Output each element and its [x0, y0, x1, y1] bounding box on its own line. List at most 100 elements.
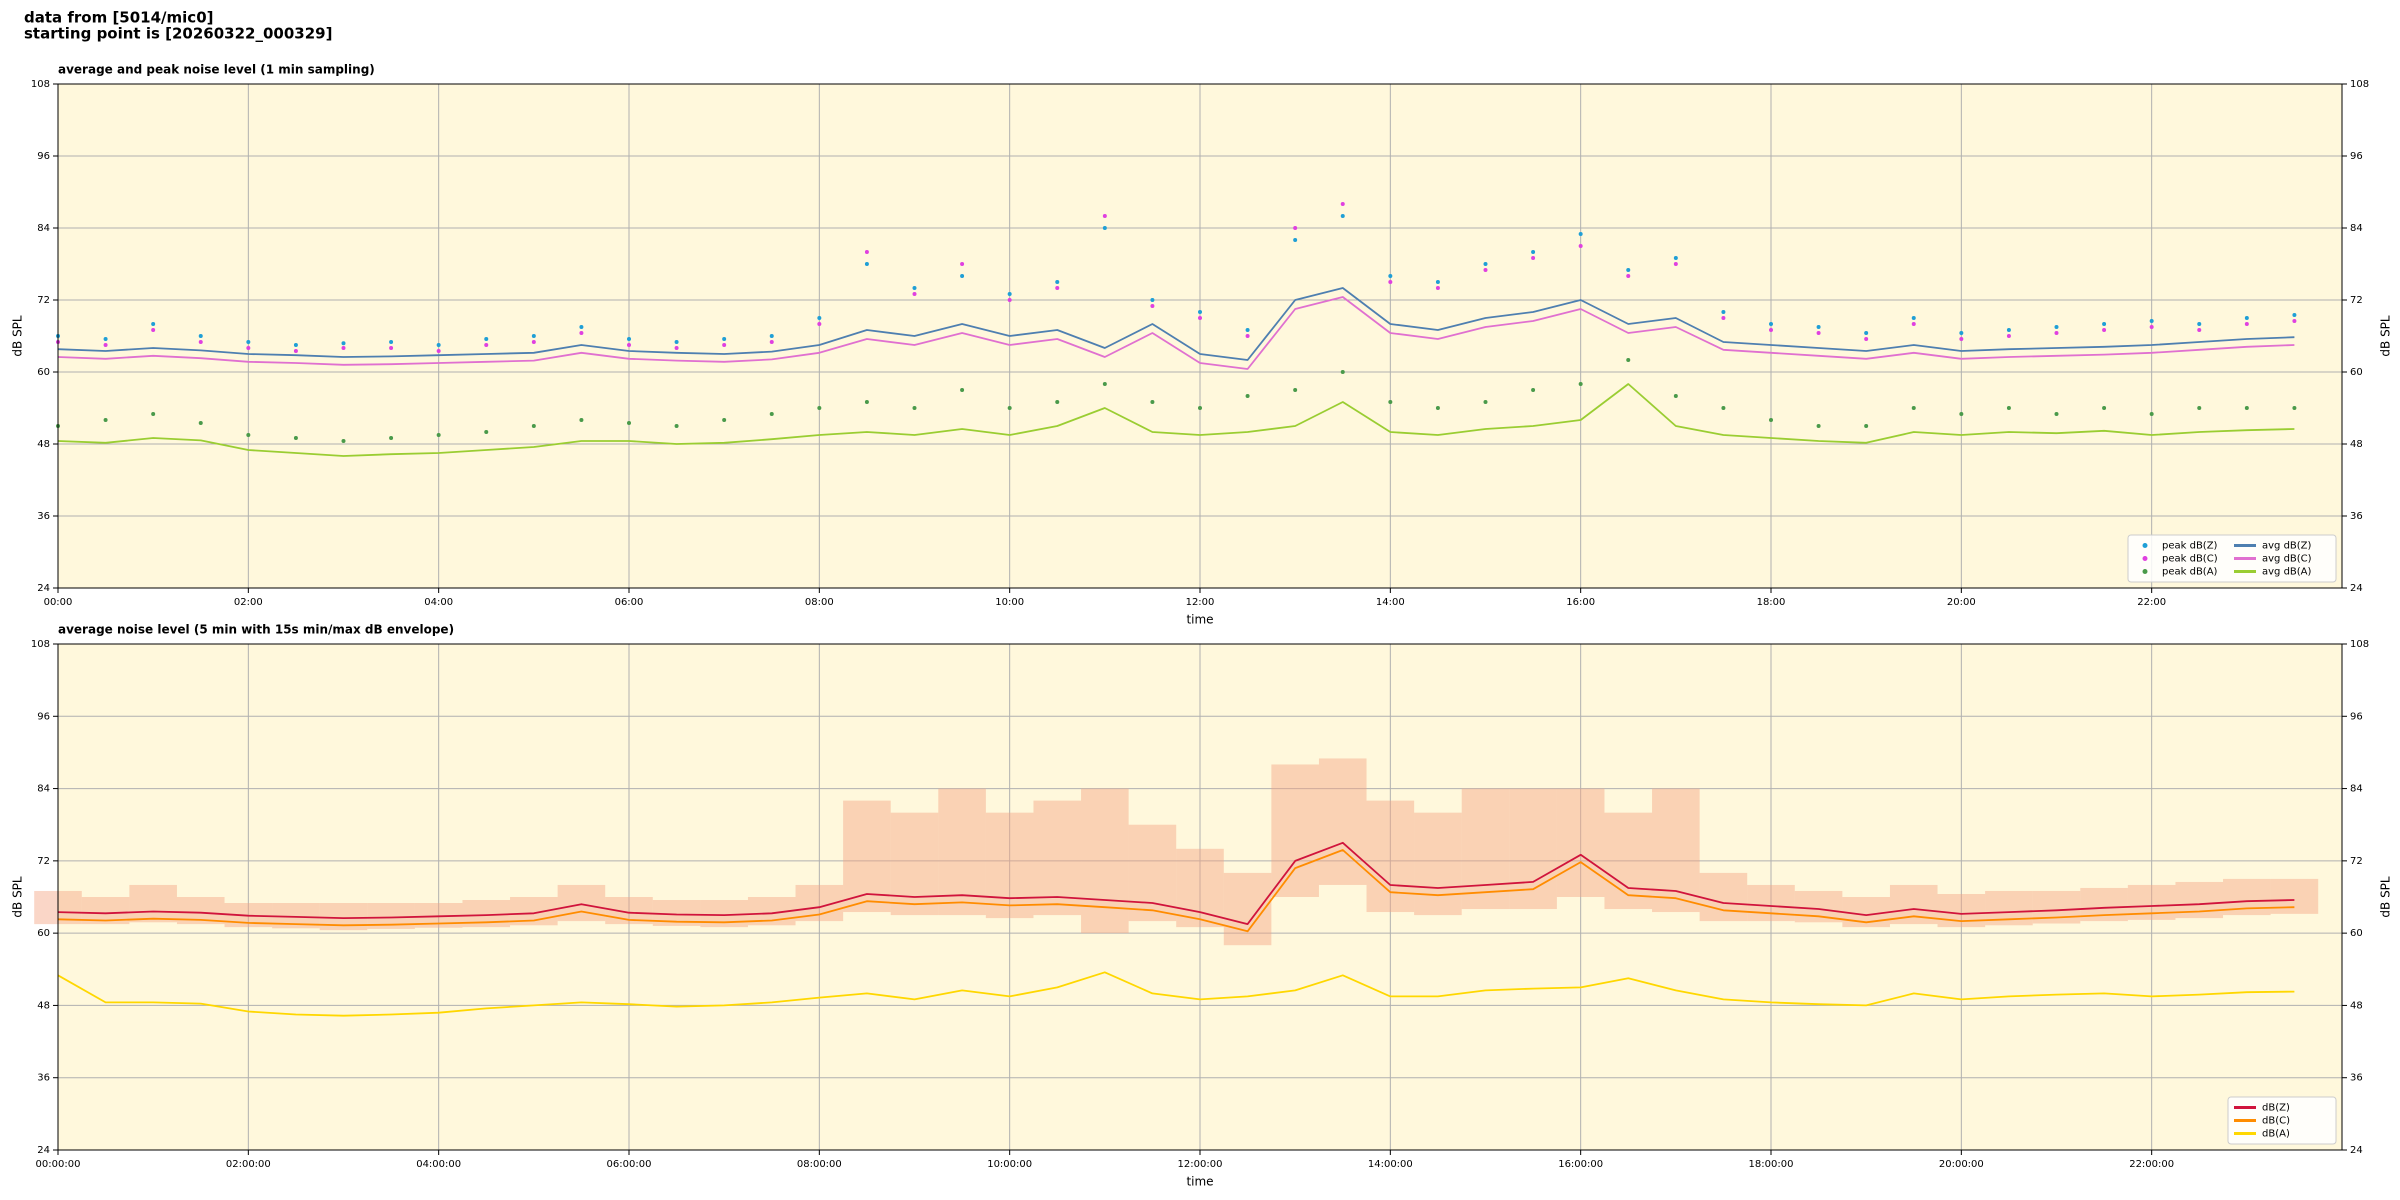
x-tick-label: 14:00 — [1376, 597, 1405, 608]
peak-dot — [864, 400, 869, 404]
peak-dot — [1245, 394, 1250, 398]
peak-dot — [198, 421, 203, 425]
peak-dot — [912, 406, 917, 410]
peak-dot — [1816, 424, 1821, 428]
envelope-band — [1747, 884, 1795, 922]
x-axis-label: time — [1186, 613, 1213, 627]
peak-dot — [1769, 328, 1773, 332]
y-tick-label-right: 60 — [2350, 367, 2363, 378]
peak-dot — [1816, 331, 1821, 335]
peak-dot — [103, 418, 108, 422]
y-axis-label-right: dB SPL — [2379, 876, 2393, 918]
series-line — [57, 383, 2295, 457]
legend-label: peak dB(A) — [2162, 567, 2218, 578]
y-tick-label: 24 — [37, 583, 50, 594]
peak-dot — [389, 340, 394, 344]
chart-title: average and peak noise level (1 min samp… — [58, 63, 375, 77]
peak-dot — [1007, 406, 1012, 410]
peak-dot — [674, 424, 679, 428]
peak-dot — [1578, 244, 1583, 248]
envelope-band — [1318, 758, 1367, 885]
y-tick-label-right: 72 — [2350, 856, 2363, 867]
peak-dot — [2197, 322, 2202, 326]
x-tick-label: 04:00 — [424, 597, 453, 608]
peak-dot — [1531, 250, 1536, 254]
peak-dot — [151, 322, 156, 326]
x-tick-label: 20:00:00 — [1939, 1159, 1984, 1170]
envelope-band — [1176, 848, 1224, 928]
x-tick-label: 18:00:00 — [1749, 1159, 1794, 1170]
x-tick-label: 14:00:00 — [1368, 1159, 1413, 1170]
envelope-band — [129, 884, 177, 923]
y-axis-label: dB SPL — [11, 315, 25, 357]
y-tick-label: 72 — [37, 295, 50, 306]
peak-dot — [103, 343, 108, 347]
peak-dot — [960, 388, 965, 392]
peak-dot — [960, 274, 965, 278]
envelope-band — [1271, 764, 1319, 897]
envelope-band — [1081, 788, 1129, 934]
peak-dot — [2006, 334, 2011, 338]
envelope-band — [1461, 788, 1510, 910]
y-tick-label: 48 — [37, 439, 50, 450]
peak-dot — [1293, 226, 1298, 230]
peak-dot — [1531, 256, 1536, 260]
envelope-band — [1414, 812, 1462, 916]
legend-label: dB(C) — [2262, 1116, 2290, 1127]
envelope-band — [1937, 893, 1986, 928]
y-tick-label: 108 — [31, 79, 50, 90]
peak-dot — [627, 343, 631, 347]
peak-dot — [2244, 406, 2249, 410]
peak-dot — [579, 331, 584, 335]
peak-dot — [1959, 412, 1964, 416]
peak-dot — [2149, 412, 2154, 416]
peak-dot — [2292, 319, 2297, 323]
legend-swatch — [2142, 543, 2148, 548]
y-tick-label: 84 — [37, 784, 50, 795]
series-line — [57, 971, 2295, 1017]
peak-dot — [1864, 424, 1869, 428]
peak-dot — [2244, 322, 2249, 326]
peak-dot — [769, 340, 774, 344]
peak-dot — [1673, 256, 1678, 260]
y-tick-label-right: 108 — [2350, 79, 2369, 90]
peak-dot — [484, 337, 489, 341]
y-tick-label-right: 84 — [2350, 784, 2363, 795]
legend-swatch — [2142, 556, 2148, 561]
y-axis-label-right: dB SPL — [2379, 315, 2393, 357]
peak-dot — [1245, 328, 1250, 332]
peak-dot — [1911, 406, 1916, 410]
peak-dot — [2102, 322, 2107, 326]
peak-dot — [864, 250, 869, 254]
x-tick-label: 12:00 — [1186, 597, 1215, 608]
y-tick-label-right: 48 — [2350, 1000, 2363, 1011]
x-tick-label: 18:00 — [1757, 597, 1786, 608]
peak-dot — [484, 343, 489, 347]
plot-frame — [57, 643, 2343, 1151]
peak-dot — [1911, 316, 1916, 320]
peak-dot — [1959, 337, 1964, 341]
x-tick-label: 02:00:00 — [226, 1159, 271, 1170]
peak-dot — [293, 343, 298, 347]
series-line — [57, 287, 2295, 361]
peak-dot — [2197, 406, 2202, 410]
plot-frame — [57, 83, 2343, 589]
peak-dot — [1055, 286, 1060, 290]
peak-dot — [1293, 388, 1298, 392]
peak-dot — [769, 412, 774, 416]
legend-box — [2127, 534, 2337, 583]
peak-dot — [1673, 262, 1678, 266]
y-tick-label: 108 — [31, 639, 50, 650]
peak-dot — [2197, 328, 2202, 332]
peak-dot — [1388, 400, 1393, 404]
y-tick-label-right: 96 — [2350, 151, 2363, 162]
envelope-band — [938, 788, 986, 916]
peak-dot — [1721, 310, 1726, 314]
y-tick-label: 84 — [37, 223, 50, 234]
x-tick-label: 02:00 — [234, 597, 263, 608]
peak-dot — [2292, 406, 2297, 410]
x-tick-label: 10:00 — [995, 597, 1024, 608]
peak-dot — [579, 325, 584, 329]
peak-dot — [484, 430, 489, 434]
